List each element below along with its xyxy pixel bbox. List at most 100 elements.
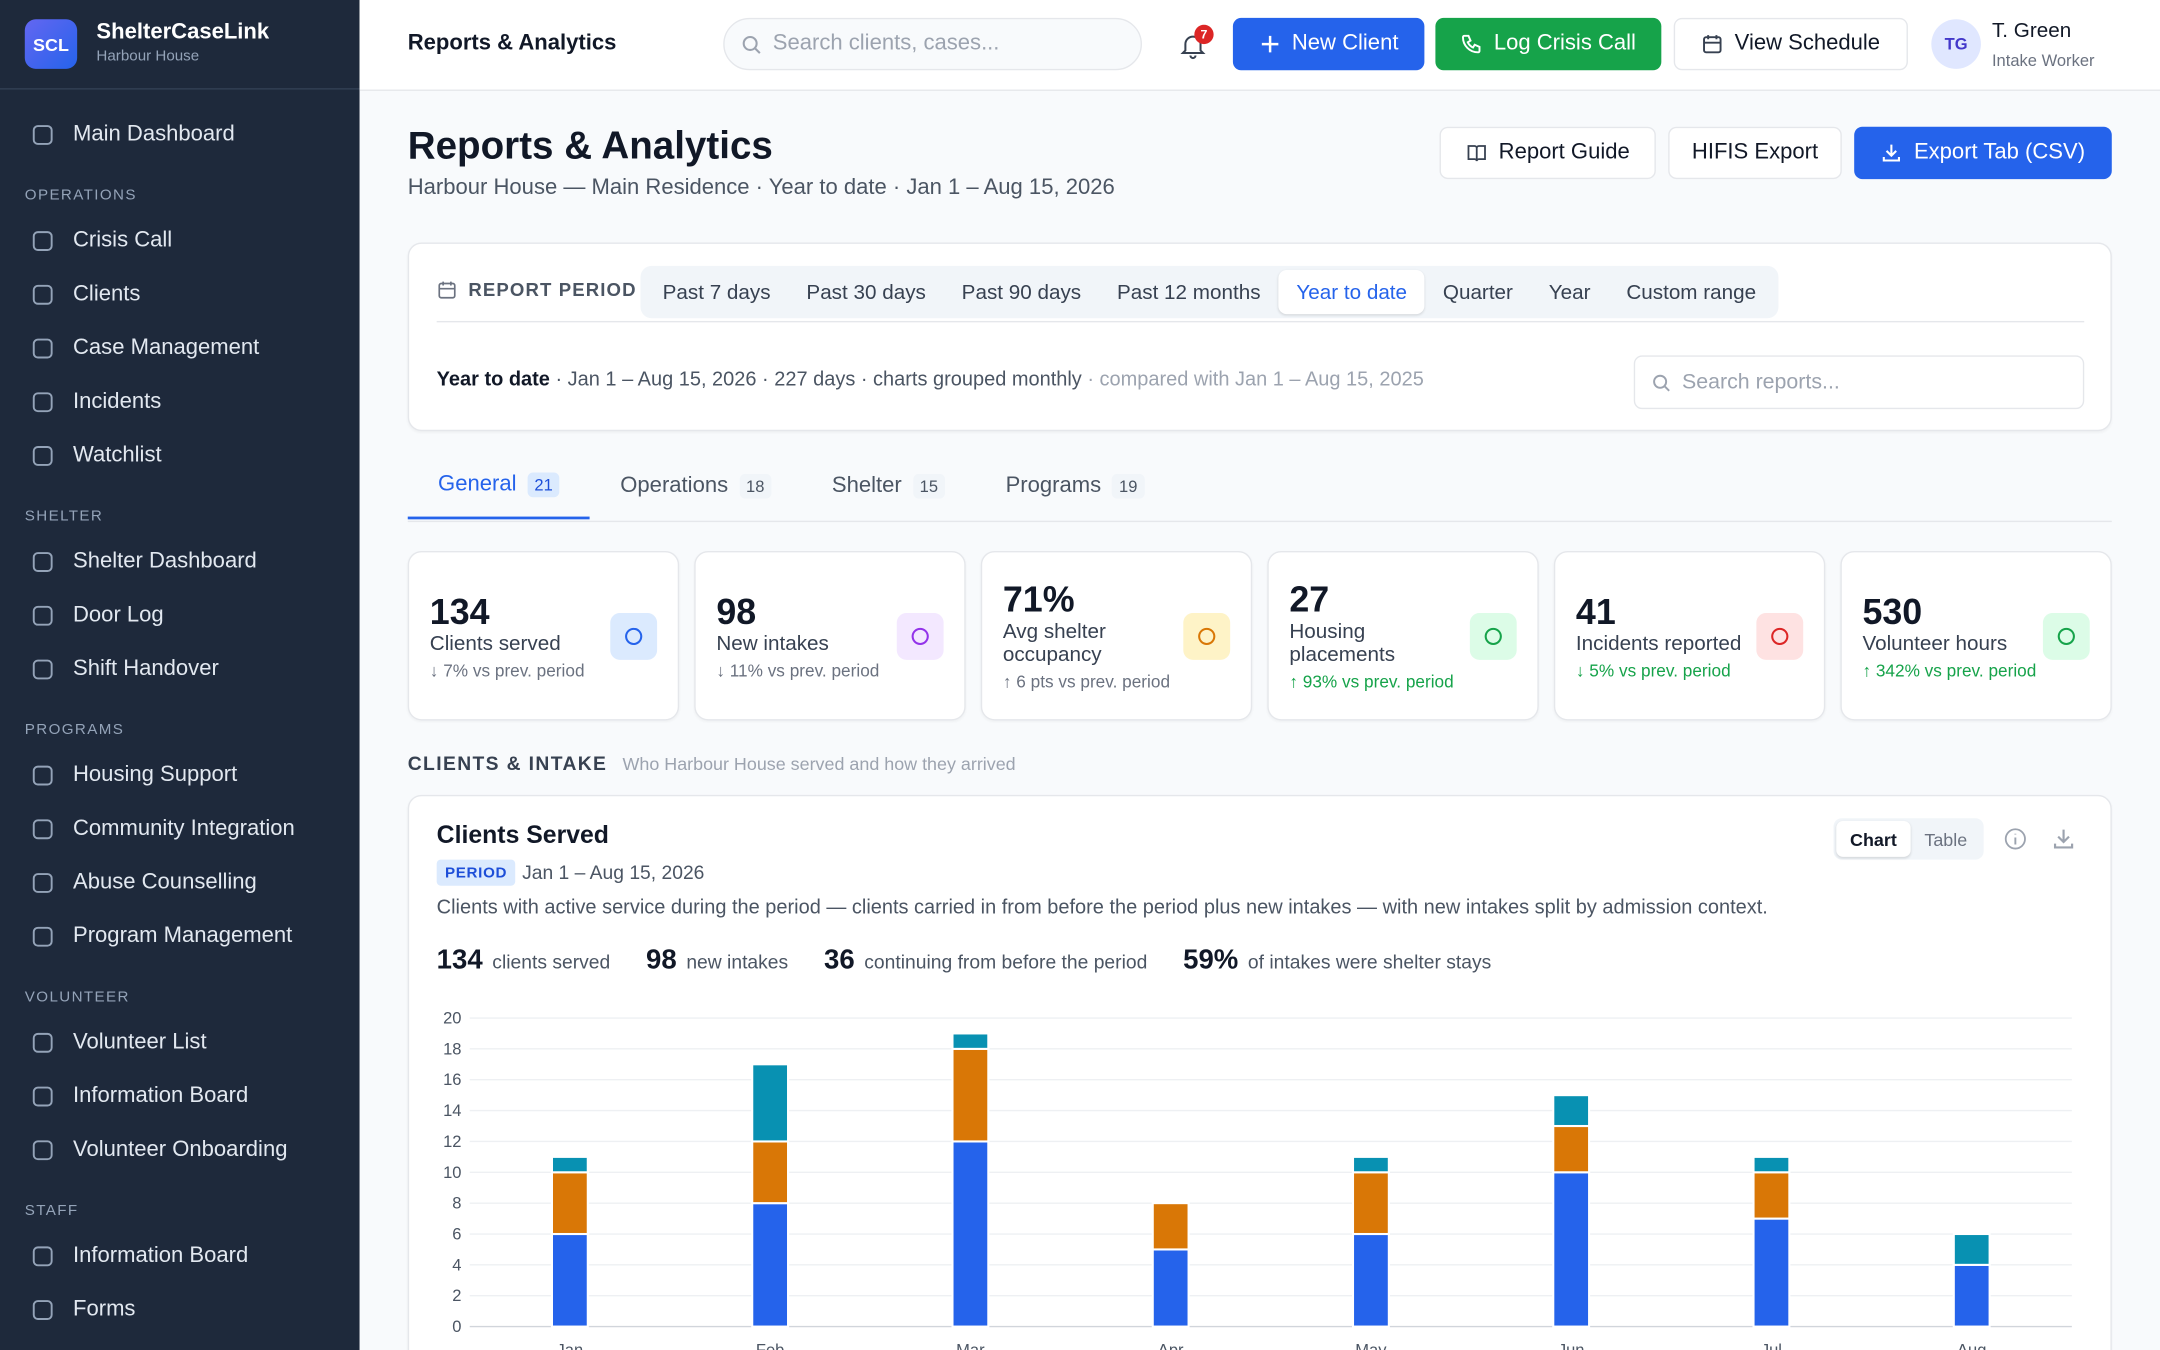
info-icon[interactable] xyxy=(2003,827,2028,852)
kpi-label: Incidents reported xyxy=(1575,631,1742,656)
nav-item[interactable]: Information Board xyxy=(0,1069,360,1123)
bar-segment xyxy=(1952,1232,1991,1266)
view-toggle: Chart Table xyxy=(1833,818,1984,860)
view-option[interactable]: Chart xyxy=(1836,821,1911,857)
export-csv-button[interactable]: Export Tab (CSV) xyxy=(1854,126,2112,180)
tab[interactable]: Programs 19 xyxy=(975,453,1174,519)
phone-icon xyxy=(1462,34,1482,54)
period-options: Past 7 days Past 30 days Past 90 days Past … xyxy=(640,265,1779,319)
period-option[interactable]: Year xyxy=(1548,280,1591,304)
nav-item[interactable]: Volunteer List xyxy=(0,1015,360,1069)
stat: 134 clients served xyxy=(437,945,611,977)
new-client-button[interactable]: New Client xyxy=(1232,17,1425,71)
tab-label: General xyxy=(438,472,517,496)
kpi-label: Housing placements xyxy=(1289,619,1396,667)
report-search[interactable]: Search reports... xyxy=(1633,355,2085,410)
nav-item[interactable]: Watchlist xyxy=(0,428,360,482)
bar-segment xyxy=(550,1155,589,1174)
kpi-delta: ↑ 93% vs prev. period xyxy=(1289,672,1454,692)
report-guide-button[interactable]: Report Guide xyxy=(1439,126,1656,180)
nav-item[interactable]: Volunteer Onboarding xyxy=(0,1123,360,1177)
nav-item[interactable]: Main Dashboard xyxy=(0,107,360,161)
hifis-export-button[interactable]: HIFIS Export xyxy=(1668,126,1842,180)
stat: 98 new intakes xyxy=(646,945,788,977)
icon-shape xyxy=(32,818,53,839)
avatar[interactable]: TG xyxy=(1931,19,1981,69)
icon-shape xyxy=(911,627,929,645)
stat-label: continuing from before the period xyxy=(864,950,1148,973)
nav-item[interactable]: Shift Handover xyxy=(0,642,360,696)
nav-section-title: VOLUNTEER xyxy=(24,989,130,1006)
nav-label: Information Board xyxy=(73,1243,249,1267)
nav-icon xyxy=(32,872,53,893)
icon-shape xyxy=(32,1245,53,1266)
period-option[interactable]: Year to date xyxy=(1278,270,1425,315)
nav-item[interactable]: Information Board xyxy=(0,1229,360,1283)
view-schedule-button[interactable]: View Schedule xyxy=(1673,17,1908,71)
nav-label: Case Management xyxy=(73,335,260,359)
notifications[interactable]: 7 xyxy=(1178,24,1214,64)
tab-label: Shelter xyxy=(831,473,902,498)
kpi-icon xyxy=(896,612,944,660)
bar-segment xyxy=(951,1032,990,1050)
divider xyxy=(436,320,2085,323)
kpi-delta: ↓ 11% vs prev. period xyxy=(716,660,880,680)
tab[interactable]: Operations 18 xyxy=(590,453,802,519)
tab-count: 18 xyxy=(739,473,772,499)
icon-shape xyxy=(1198,627,1216,645)
nav-item[interactable]: Shelter Dashboard xyxy=(0,534,360,588)
download-icon[interactable] xyxy=(2051,827,2076,852)
period-badge: PERIOD xyxy=(436,859,516,886)
nav-section-title: STAFF xyxy=(24,1202,79,1220)
period-option[interactable]: Custom range xyxy=(1626,280,1757,304)
page-subtitle: Harbour House — Main Residence · Year to… xyxy=(407,176,1115,200)
global-search[interactable]: Search clients, cases... xyxy=(723,17,1142,71)
tab[interactable]: General 21 xyxy=(407,453,590,520)
stat-value: 36 xyxy=(823,944,855,976)
tab[interactable]: Shelter 15 xyxy=(802,453,976,519)
nav-icon xyxy=(32,1139,53,1160)
nav-item[interactable]: Program Management xyxy=(0,909,360,963)
plus-icon xyxy=(1261,35,1279,53)
search-icon xyxy=(742,35,761,54)
nav-item[interactable]: Abuse Counselling xyxy=(0,855,360,909)
nav-section-title: SHELTER xyxy=(24,508,104,525)
nav-item[interactable]: Community Integration xyxy=(0,802,360,856)
log-crisis-call-button[interactable]: Log Crisis Call xyxy=(1435,17,1662,71)
period-option[interactable]: Past 12 months xyxy=(1116,280,1261,304)
tab-label: Programs xyxy=(1005,473,1102,498)
calendar-icon xyxy=(438,281,456,299)
period-option[interactable]: Past 90 days xyxy=(961,280,1082,304)
kpi-icon xyxy=(1469,612,1517,660)
view-option[interactable]: Table xyxy=(1924,828,1968,850)
period-option[interactable]: Quarter xyxy=(1442,280,1513,304)
nav-item[interactable]: Clients xyxy=(0,267,360,321)
nav-icon xyxy=(32,445,53,466)
bar-segment xyxy=(1351,1171,1390,1236)
kpi-icon xyxy=(2042,612,2090,660)
x-tick-label: Jun xyxy=(1558,1341,1585,1350)
nav-label: Watchlist xyxy=(73,442,162,467)
period-label-text: REPORT PERIOD xyxy=(468,279,637,301)
icon-shape xyxy=(32,1085,53,1106)
y-tick-label: 12 xyxy=(443,1132,461,1151)
kpi-label: New intakes xyxy=(716,631,829,656)
icon-shape xyxy=(2057,627,2075,645)
nav-icon xyxy=(32,605,53,625)
nav-item[interactable]: Housing Support xyxy=(0,748,360,802)
nav-item[interactable]: Case Management xyxy=(0,321,360,375)
nav-item[interactable]: Crisis Call xyxy=(0,214,360,268)
icon-shape xyxy=(32,872,53,893)
nav-item[interactable]: Door Log xyxy=(0,588,360,642)
summary-detail: · Jan 1 – Aug 15, 2026 · 227 days · char… xyxy=(549,369,1082,392)
nav-item[interactable]: Forms xyxy=(0,1283,360,1337)
section-subtitle: Who Harbour House served and how they ar… xyxy=(622,753,1016,775)
nav-label: Shift Handover xyxy=(73,656,219,680)
notification-badge: 7 xyxy=(1194,24,1214,45)
period-option[interactable]: Past 30 days xyxy=(806,280,926,304)
nav-item[interactable]: Incidents xyxy=(0,375,360,429)
period-option[interactable]: Past 7 days xyxy=(662,280,771,304)
stat-label: new intakes xyxy=(686,950,789,973)
